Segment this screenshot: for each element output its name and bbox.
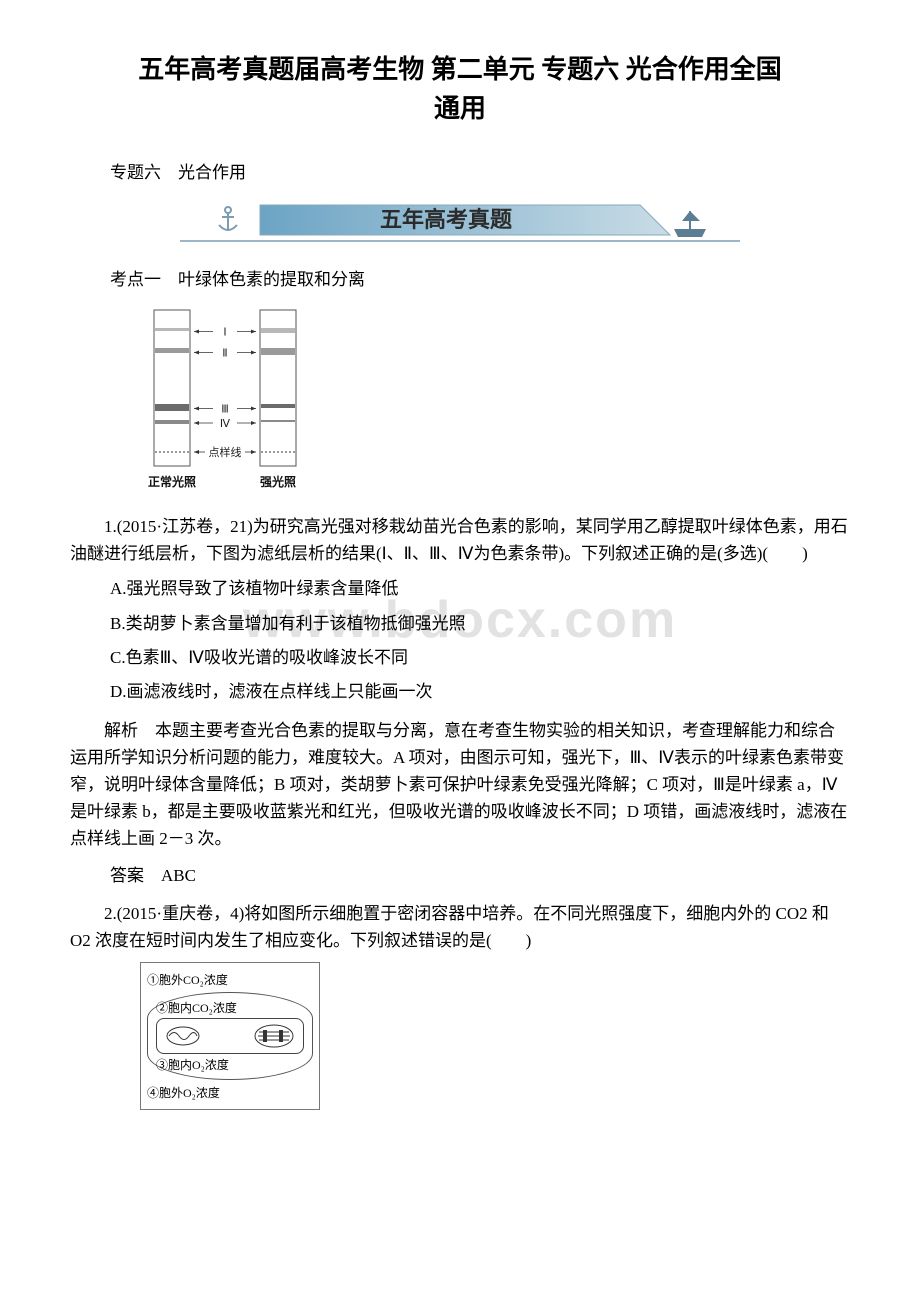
svg-text:强光照: 强光照: [260, 474, 296, 489]
banner-image: 五年高考真题: [180, 195, 740, 245]
q2-stem: 2.(2015·重庆卷，4)将如图所示细胞置于密闭容器中培养。在不同光照强度下，…: [70, 900, 850, 954]
svg-text:Ⅳ: Ⅳ: [220, 418, 231, 430]
cell-diagram: ①胞外CO₂浓度 ②胞内CO₂浓度 ③胞内O₂浓度 ④胞外O₂浓度: [140, 962, 320, 1110]
q1-option-c: C.色素Ⅲ、Ⅳ吸收光谱的吸收峰波长不同: [70, 642, 850, 674]
mitochondrion-icon: [165, 1025, 201, 1047]
svg-text:Ⅰ: Ⅰ: [223, 327, 226, 339]
main-title: 五年高考真题届高考生物 第二单元 专题六 光合作用全国 通用: [70, 50, 850, 128]
cell-label-3: ③胞内O₂浓度: [156, 1054, 304, 1075]
title-line-2: 通用: [70, 89, 850, 128]
svg-text:Ⅱ: Ⅱ: [222, 348, 227, 360]
section-heading: 考点一 叶绿体色素的提取和分离: [70, 265, 850, 290]
chromatography-diagram: Ⅰ Ⅱ Ⅲ Ⅳ 点样线正常光照 强光照: [140, 304, 850, 499]
subtitle: 专题六 光合作用: [70, 158, 850, 183]
svg-text:点样线: 点样线: [209, 445, 242, 459]
document-content: 五年高考真题届高考生物 第二单元 专题六 光合作用全国 通用 专题六 光合作用 …: [70, 50, 850, 1110]
chloroplast-icon: [253, 1023, 295, 1049]
q1-option-a: A.强光照导致了该植物叶绿素含量降低: [70, 573, 850, 605]
q1-stem: 1.(2015·江苏卷，21)为研究高光强对移栽幼苗光合色素的影响，某同学用乙醇…: [70, 513, 850, 567]
cell-label-4: ④胞外O₂浓度: [147, 1082, 313, 1103]
svg-text:Ⅲ: Ⅲ: [221, 404, 229, 416]
q1-option-b: B.类胡萝卜素含量增加有利于该植物抵御强光照: [70, 608, 850, 640]
title-line-1: 五年高考真题届高考生物 第二单元 专题六 光合作用全国: [70, 50, 850, 89]
svg-text:正常光照: 正常光照: [148, 474, 196, 489]
cell-label-1: ①胞外CO₂浓度: [147, 969, 313, 990]
svg-text:五年高考真题: 五年高考真题: [380, 207, 513, 232]
q1-analysis: 解析 本题主要考查光合色素的提取与分离，意在考查生物实验的相关知识，考查理解能力…: [70, 717, 850, 853]
q1-answer: 答案 ABC: [70, 861, 850, 886]
cell-label-2: ②胞内CO₂浓度: [156, 997, 304, 1018]
q1-option-d: D.画滤液线时，滤液在点样线上只能画一次: [70, 676, 850, 708]
